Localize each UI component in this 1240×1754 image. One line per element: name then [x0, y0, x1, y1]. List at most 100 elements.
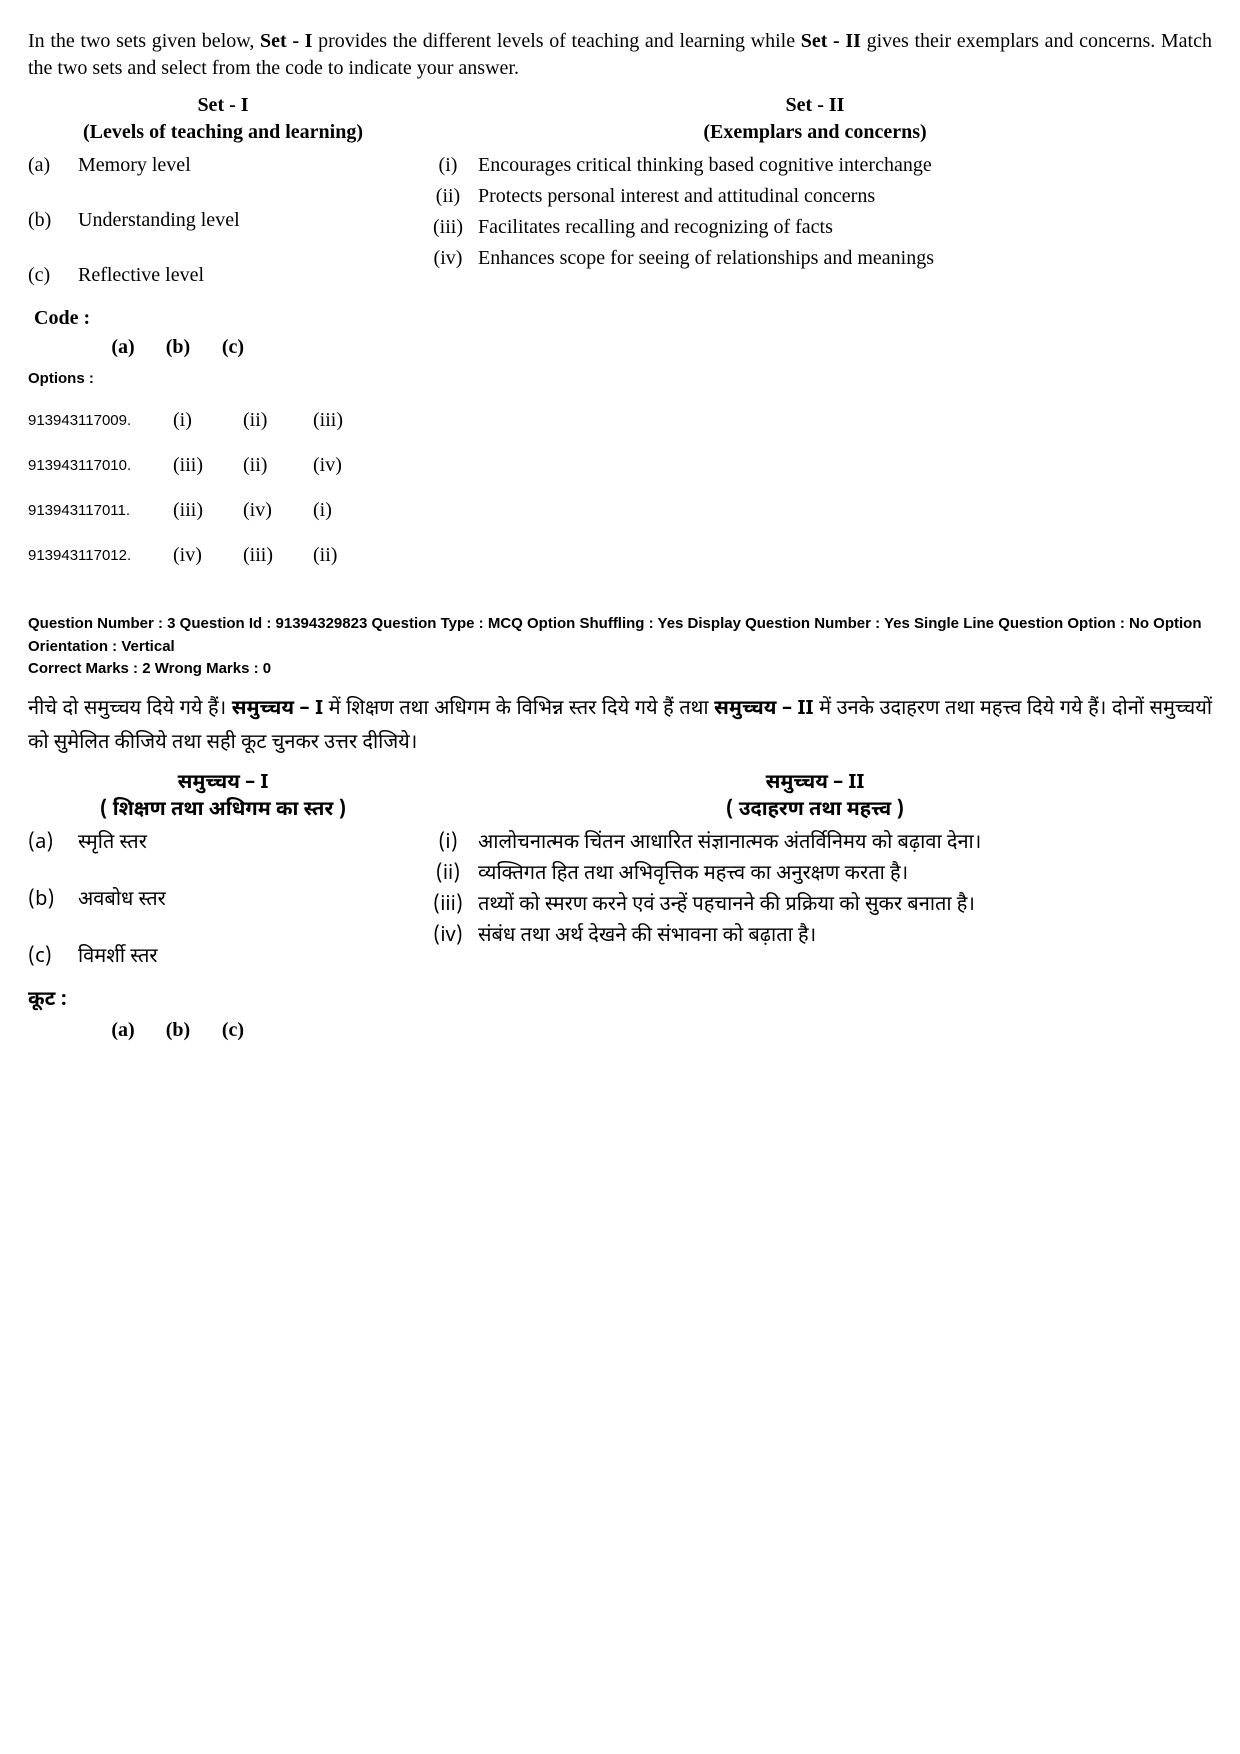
- q1-options-list: 913943117009. (i) (ii) (iii) 91394311701…: [28, 407, 1212, 569]
- list-item: (a) Memory level: [28, 152, 418, 179]
- code-col: (c): [208, 334, 258, 361]
- intro-bold-1: Set - I: [260, 30, 312, 52]
- option-val: (iii): [173, 497, 243, 524]
- set2-header: समुच्चय – II: [418, 771, 1212, 798]
- list-item: (b) अवबोध स्तर: [28, 888, 418, 915]
- code-col: (b): [153, 334, 203, 361]
- list-item: (iii) Facilitates recalling and recogniz…: [418, 214, 1212, 241]
- q2-set1-col: समुच्चय – I ( शिक्षण तथा अधिगम का स्तर )…: [28, 771, 418, 976]
- option-id: 913943117010.: [28, 456, 173, 476]
- item-text: Reflective level: [78, 262, 418, 289]
- list-item: (a) स्मृति स्तर: [28, 831, 418, 858]
- list-item: (ii) व्यक्तिगत हित तथा अभिवृत्तिक महत्त्…: [418, 862, 1212, 889]
- list-item: (b) Understanding level: [28, 207, 418, 234]
- q1-sets-row: Set - I (Levels of teaching and learning…: [28, 92, 1212, 293]
- item-text: स्मृति स्तर: [78, 831, 418, 858]
- option-val: (i): [173, 407, 243, 434]
- code-col: (c): [208, 1017, 258, 1044]
- roman-label: (i): [418, 152, 478, 179]
- option-val: (iii): [173, 452, 243, 479]
- code-col: (b): [153, 1017, 203, 1044]
- question-meta: Question Number : 3 Question Id : 913943…: [28, 613, 1212, 681]
- item-label: (c): [28, 262, 78, 289]
- list-item: (i) Encourages critical thinking based c…: [418, 152, 1212, 179]
- options-label: Options :: [28, 369, 1212, 389]
- option-row[interactable]: 913943117012. (iv) (iii) (ii): [28, 542, 1212, 569]
- option-val: (iv): [173, 542, 243, 569]
- option-row[interactable]: 913943117009. (i) (ii) (iii): [28, 407, 1212, 434]
- item-text: Encourages critical thinking based cogni…: [478, 152, 1212, 179]
- option-id: 913943117009.: [28, 411, 173, 431]
- q1-left-items: (a) Memory level (b) Understanding level…: [28, 152, 418, 289]
- set1-header: समुच्चय – I: [28, 771, 418, 798]
- list-item: (iv) Enhances scope for seeing of relati…: [418, 245, 1212, 272]
- roman-label: (ii): [418, 183, 478, 210]
- item-text: Memory level: [78, 152, 418, 179]
- item-text: तथ्यों को स्मरण करने एवं उन्हें पहचानने …: [478, 893, 1212, 920]
- intro-text-1: नीचे दो समुच्चय दिये गये हैं।: [28, 697, 232, 723]
- item-label: (b): [28, 888, 78, 915]
- item-text: विमर्शी स्तर: [78, 945, 418, 972]
- q2-sets-row: समुच्चय – I ( शिक्षण तथा अधिगम का स्तर )…: [28, 771, 1212, 976]
- item-text: Understanding level: [78, 207, 418, 234]
- option-val: (iii): [313, 407, 383, 434]
- item-text: अवबोध स्तर: [78, 888, 418, 915]
- option-row[interactable]: 913943117011. (iii) (iv) (i): [28, 497, 1212, 524]
- intro-bold-2: समुच्चय – II: [714, 697, 813, 723]
- item-text: संबंध तथा अर्थ देखने की संभावना को बढ़ात…: [478, 924, 1212, 951]
- set1-header: Set - I: [28, 92, 418, 119]
- intro-text-1: In the two sets given below,: [28, 30, 260, 52]
- set2-sub: (Exemplars and concerns): [418, 119, 1212, 146]
- item-text: आलोचनात्मक चिंतन आधारित संज्ञानात्मक अंत…: [478, 831, 1212, 858]
- set2-header: Set - II: [418, 92, 1212, 119]
- option-row[interactable]: 913943117010. (iii) (ii) (iv): [28, 452, 1212, 479]
- option-val: (ii): [313, 542, 383, 569]
- q1-code-label: Code :: [34, 305, 1212, 332]
- option-id: 913943117011.: [28, 501, 173, 521]
- q1-intro: In the two sets given below, Set - I pro…: [28, 28, 1212, 82]
- set1-sub: (Levels of teaching and learning): [28, 119, 418, 146]
- roman-label: (i): [418, 831, 478, 858]
- q1-set1-col: Set - I (Levels of teaching and learning…: [28, 92, 418, 293]
- q2-code-cols: (a) (b) (c): [98, 1017, 1212, 1044]
- q2-code-label: कूट :: [28, 988, 1212, 1015]
- item-text: Enhances scope for seeing of relationshi…: [478, 245, 1212, 272]
- option-val: (iv): [313, 452, 383, 479]
- intro-bold-2: Set - II: [801, 30, 861, 52]
- q1-code-cols: (a) (b) (c): [98, 334, 1212, 361]
- set2-sub: ( उदाहरण तथा महत्त्व ): [418, 798, 1212, 825]
- option-id: 913943117012.: [28, 546, 173, 566]
- roman-label: (ii): [418, 862, 478, 889]
- item-text: Facilitates recalling and recognizing of…: [478, 214, 1212, 241]
- list-item: (iii) तथ्यों को स्मरण करने एवं उन्हें पह…: [418, 893, 1212, 920]
- q2-set2-col: समुच्चय – II ( उदाहरण तथा महत्त्व ) (i) …: [418, 771, 1212, 976]
- option-val: (ii): [243, 452, 313, 479]
- roman-label: (iv): [418, 245, 478, 272]
- list-item: (c) विमर्शी स्तर: [28, 945, 418, 972]
- q2-intro: नीचे दो समुच्चय दिये गये हैं। समुच्चय – …: [28, 693, 1212, 761]
- item-text: व्यक्तिगत हित तथा अभिवृत्तिक महत्त्व का …: [478, 862, 1212, 889]
- item-label: (c): [28, 945, 78, 972]
- intro-text-2: में शिक्षण तथा अधिगम के विभिन्न स्तर दिय…: [323, 697, 714, 723]
- item-text: Protects personal interest and attitudin…: [478, 183, 1212, 210]
- set1-sub: ( शिक्षण तथा अधिगम का स्तर ): [28, 798, 418, 825]
- list-item: (ii) Protects personal interest and atti…: [418, 183, 1212, 210]
- roman-label: (iv): [418, 924, 478, 951]
- item-label: (a): [28, 831, 78, 858]
- list-item: (i) आलोचनात्मक चिंतन आधारित संज्ञानात्मक…: [418, 831, 1212, 858]
- meta-line-1: Question Number : 3 Question Id : 913943…: [28, 613, 1212, 658]
- option-val: (iv): [243, 497, 313, 524]
- list-item: (iv) संबंध तथा अर्थ देखने की संभावना को …: [418, 924, 1212, 951]
- item-label: (a): [28, 152, 78, 179]
- option-val: (ii): [243, 407, 313, 434]
- option-val: (iii): [243, 542, 313, 569]
- code-col: (a): [98, 334, 148, 361]
- roman-label: (iii): [418, 214, 478, 241]
- intro-text-2: provides the different levels of teachin…: [312, 30, 800, 52]
- code-col: (a): [98, 1017, 148, 1044]
- roman-label: (iii): [418, 893, 478, 920]
- item-label: (b): [28, 207, 78, 234]
- list-item: (c) Reflective level: [28, 262, 418, 289]
- option-val: (i): [313, 497, 383, 524]
- q1-set2-col: Set - II (Exemplars and concerns) (i) En…: [418, 92, 1212, 293]
